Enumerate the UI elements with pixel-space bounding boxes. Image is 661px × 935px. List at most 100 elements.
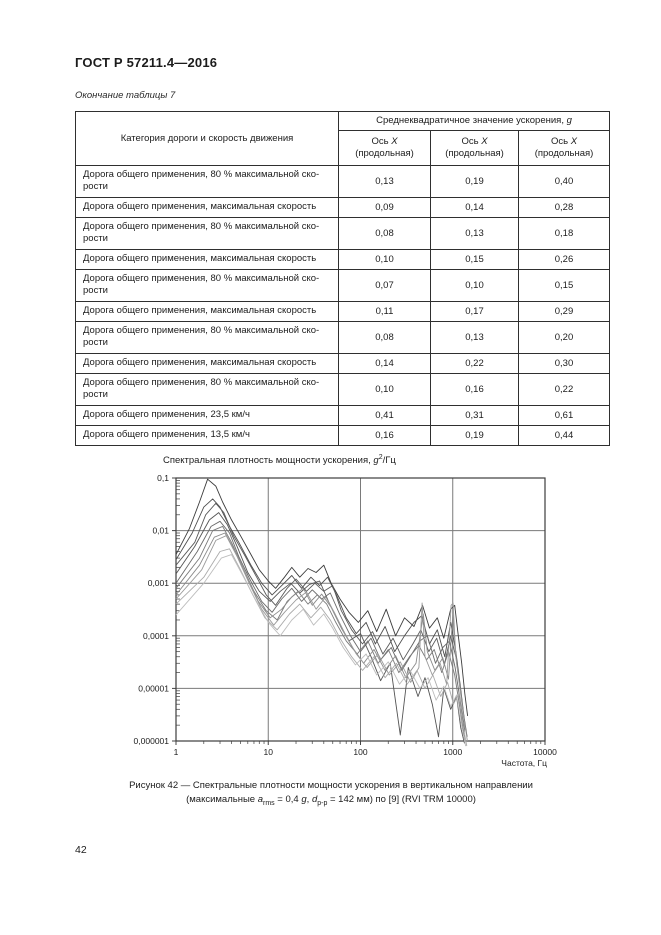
acceleration-value-cell: 0,15	[517, 269, 611, 302]
acceleration-table: Категория дороги и скорость движения Сред…	[75, 111, 611, 446]
chart-title-sup: 2	[378, 454, 383, 461]
chart-title: Спектральная плотность мощности ускорени…	[163, 454, 396, 466]
acceleration-value-cell: 0,40	[517, 165, 611, 198]
acceleration-value-cell: 0,19	[430, 425, 519, 446]
acceleration-value-cell: 0,11	[338, 301, 431, 322]
axis-column-header: Ось X (продольная)	[517, 130, 611, 166]
figure-caption-line1: Рисунок 42 — Спектральные плотности мощн…	[129, 780, 533, 791]
acceleration-value-cell: 0,13	[430, 217, 519, 250]
caption-part: (максимальные	[186, 794, 258, 805]
road-category-cell: Дорога общего применения, максимальная с…	[75, 249, 339, 270]
psd-curve-6	[175, 525, 466, 742]
road-category-cell: Дорога общего применения, 80 % максималь…	[75, 373, 339, 406]
acceleration-value-cell: 0,41	[338, 405, 431, 426]
acceleration-value-cell: 0,08	[338, 321, 431, 354]
caption-part: = 142 мм) по [9] (RVI TRM 10000)	[327, 794, 476, 805]
plot-frame	[175, 477, 546, 742]
psd-curve-10	[175, 554, 467, 747]
rms-group-header: Среднеквадратичное значение ускорения, g	[337, 111, 611, 131]
acceleration-value-cell: 0,28	[517, 197, 611, 218]
acceleration-value-cell: 0,10	[430, 269, 519, 302]
psd-curve-1	[175, 478, 469, 716]
acceleration-value-cell: 0,26	[517, 249, 611, 270]
acceleration-value-cell: 0,14	[338, 353, 431, 374]
table-row: Дорога общего применения, максимальная с…	[75, 197, 611, 218]
psd-curve-9	[175, 548, 468, 747]
road-category-cell: Дорога общего применения, максимальная с…	[75, 301, 339, 322]
psd-curve-3	[175, 502, 466, 728]
acceleration-value-cell: 0,29	[517, 301, 611, 322]
road-category-cell: Дорога общего применения, 23,5 км/ч	[75, 405, 339, 426]
acceleration-value-cell: 0,16	[338, 425, 431, 446]
y-tick-label: 0,01	[152, 526, 169, 536]
acceleration-value-cell: 0,07	[338, 269, 431, 302]
acceleration-value-cell: 0,17	[430, 301, 519, 322]
caption-var-g: g	[301, 794, 307, 805]
psd-curve-5	[175, 520, 465, 732]
y-tick-label: 0,000001	[134, 736, 170, 746]
table-row: Дорога общего применения, 80 % максималь…	[75, 217, 611, 250]
category-column-header: Категория дороги и скорость движения	[75, 111, 339, 166]
axis-column-header: Ось X (продольная)	[338, 130, 431, 166]
acceleration-value-cell: 0,13	[338, 165, 431, 198]
table-continuation-note: Окончание таблицы 7	[75, 90, 176, 101]
table-body: Дорога общего применения, 80 % максималь…	[75, 165, 611, 446]
acceleration-value-cell: 0,13	[430, 321, 519, 354]
x-tick-label: 10000	[533, 747, 557, 757]
table-row: Дорога общего применения, максимальная с…	[75, 249, 611, 270]
table-row: Дорога общего применения, 23,5 км/ч 0,41 0…	[75, 405, 611, 426]
acceleration-value-cell: 0,08	[338, 217, 431, 250]
psd-chart: 1 10 100 1000 10000 0,1 0,01 0,001 0,0001 0,00001…	[134, 473, 558, 768]
figure-caption-line2: (максимальные arms = 0,4 g, dp-p = 142 м…	[64, 793, 598, 811]
table-row: Дорога общего применения, 13,5 км/ч 0,16 0…	[75, 425, 611, 446]
y-tick-label: 0,00001	[138, 683, 169, 693]
caption-sub-rms: rms	[263, 799, 275, 807]
acceleration-value-cell: 0,16	[430, 373, 519, 406]
acceleration-value-cell: 0,10	[338, 249, 431, 270]
caption-var-arms: a	[257, 794, 263, 805]
table-header: Категория дороги и скорость движения Сред…	[75, 111, 611, 166]
figure-caption: Рисунок 42 — Спектральные плотности мощн…	[64, 779, 598, 811]
acceleration-value-cell: 0,44	[517, 425, 611, 446]
x-tick-label: 100	[353, 747, 367, 757]
x-tick-label: 1000	[443, 747, 462, 757]
y-tick-label: 0,1	[157, 473, 169, 483]
caption-part: = 0,4	[274, 794, 302, 805]
caption-part: ,	[306, 794, 312, 805]
acceleration-value-cell: 0,09	[338, 197, 431, 218]
y-tick-label: 0,0001	[143, 631, 169, 641]
road-category-cell: Дорога общего применения, 80 % максималь…	[75, 165, 339, 198]
table-row: Дорога общего применения, 80 % максималь…	[75, 373, 611, 406]
acceleration-value-cell: 0,18	[517, 217, 611, 250]
road-category-cell: Дорога общего применения, максимальная с…	[75, 353, 339, 374]
doc-number: ГОСТ Р 57211.4—2016	[75, 55, 218, 70]
acceleration-value-cell: 0,22	[517, 373, 611, 406]
x-tick-label: 1	[174, 747, 179, 757]
caption-var-d: d	[311, 794, 318, 805]
caption-sub-pp: p-p	[317, 799, 328, 807]
acceleration-value-cell: 0,20	[517, 321, 611, 354]
acceleration-value-cell: 0,14	[430, 197, 519, 218]
chart-title-var: g	[373, 455, 379, 467]
table-row: Дорога общего применения, максимальная с…	[75, 353, 611, 374]
chart-title-text: Спектральная плотность мощности ускорени…	[163, 455, 374, 467]
road-category-cell: Дорога общего применения, 80 % максималь…	[75, 269, 339, 302]
y-tick-label: 0,001	[148, 578, 170, 588]
road-category-cell: Дорога общего применения, 13,5 км/ч	[75, 425, 339, 446]
table-row: Дорога общего применения, 80 % максималь…	[75, 321, 611, 354]
acceleration-value-cell: 0,10	[338, 373, 431, 406]
table-row: Дорога общего применения, 80 % максималь…	[75, 269, 611, 302]
road-category-cell: Дорога общего применения, 80 % максималь…	[75, 217, 339, 250]
acceleration-value-cell: 0,19	[430, 165, 519, 198]
acceleration-value-cell: 0,15	[430, 249, 519, 270]
road-category-cell: Дорога общего применения, максимальная с…	[75, 197, 339, 218]
road-category-cell: Дорога общего применения, 80 % максималь…	[75, 321, 339, 354]
page-number: 42	[75, 844, 87, 856]
psd-curve-2	[175, 498, 468, 737]
axis-column-header: Ось X (продольная)	[430, 130, 519, 166]
acceleration-value-cell: 0,61	[517, 405, 611, 426]
x-axis-label: Частота, Гц	[501, 758, 547, 768]
acceleration-value-cell: 0,30	[517, 353, 611, 374]
table-row: Дорога общего применения, максимальная с…	[75, 301, 611, 322]
